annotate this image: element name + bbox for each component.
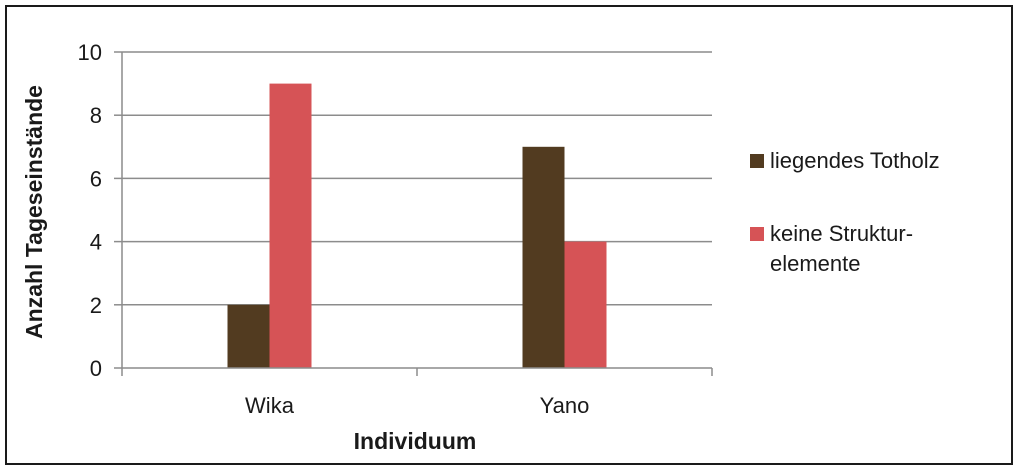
gridlines <box>122 51 712 306</box>
x-tick-labels: Wika Yano <box>245 393 589 418</box>
legend-swatch-series-2 <box>750 227 764 241</box>
bar-yano-series-1 <box>522 146 565 368</box>
x-tick-label: Yano <box>540 393 590 418</box>
legend-label-series-2: keine Struktur- <box>770 221 913 246</box>
y-tick-label: 10 <box>78 40 102 65</box>
y-axis-title: Anzahl Tageseinstände <box>21 85 47 339</box>
bar-wika-series-1 <box>227 304 270 368</box>
bars <box>227 83 607 368</box>
axes <box>114 51 713 376</box>
bar-yano-series-2 <box>564 241 607 368</box>
legend-label-series-1: liegendes Totholz <box>770 148 940 173</box>
bar-chart: 0 2 4 6 8 10 Wika Yano Anzahl Tageseinstände I… <box>21 40 940 454</box>
legend: liegendes Totholz keine Struktur-elemente <box>750 148 940 276</box>
y-tick-label: 0 <box>90 356 102 381</box>
y-tick-label: 2 <box>90 293 102 318</box>
y-tick-label: 4 <box>90 230 102 255</box>
y-tick-labels: 0 2 4 6 8 10 <box>78 40 102 381</box>
bar-wika-series-2 <box>269 83 312 368</box>
legend-label-series-2: elemente <box>770 251 861 276</box>
legend-swatch-series-1 <box>750 154 764 168</box>
x-tick-label: Wika <box>245 393 295 418</box>
x-axis-title: Individuum <box>354 428 477 454</box>
y-tick-label: 8 <box>90 103 102 128</box>
y-tick-label: 6 <box>90 166 102 191</box>
